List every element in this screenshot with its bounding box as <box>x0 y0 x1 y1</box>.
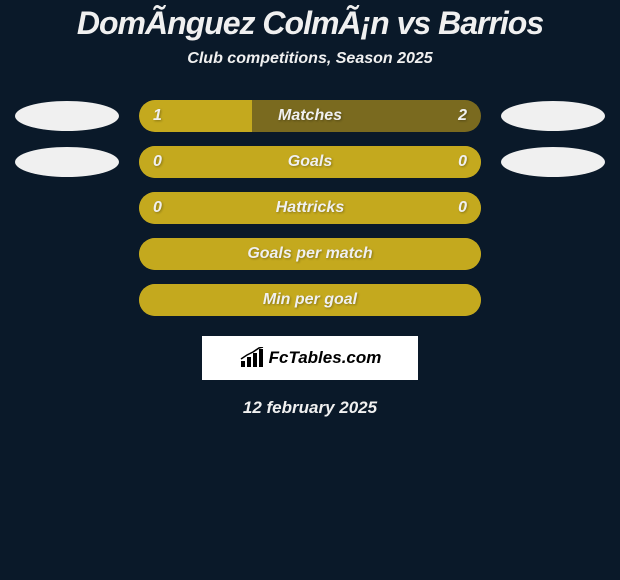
stat-value-right: 0 <box>458 153 467 171</box>
stat-bar: Min per goal <box>139 284 481 316</box>
stat-bar: Goals per match <box>139 238 481 270</box>
stat-label: Goals <box>139 153 481 171</box>
player-ellipse-right <box>501 147 605 177</box>
page-subtitle: Club competitions, Season 2025 <box>0 50 620 68</box>
stat-value-right: 0 <box>458 199 467 217</box>
player-ellipse-right <box>501 101 605 131</box>
stat-row: 0Hattricks0 <box>0 192 620 224</box>
badge-text: FcTables.com <box>269 348 382 368</box>
stat-row: 0Goals0 <box>0 146 620 178</box>
page-title: DomÃ­nguez ColmÃ¡n vs Barrios <box>0 5 620 42</box>
main-container: DomÃ­nguez ColmÃ¡n vs Barrios Club compe… <box>0 0 620 418</box>
stats-list: 1Matches20Goals00Hattricks0Goals per mat… <box>0 100 620 316</box>
source-badge: FcTables.com <box>202 336 418 380</box>
stat-bar: 0Hattricks0 <box>139 192 481 224</box>
stat-label: Hattricks <box>139 199 481 217</box>
stat-row: Goals per match <box>0 238 620 270</box>
date-label: 12 february 2025 <box>0 398 620 418</box>
stat-bar: 1Matches2 <box>139 100 481 132</box>
stat-label: Matches <box>139 107 481 125</box>
stat-bar: 0Goals0 <box>139 146 481 178</box>
stat-label: Min per goal <box>139 291 481 309</box>
stat-label: Goals per match <box>139 245 481 263</box>
chart-icon <box>239 347 265 369</box>
stat-row: Min per goal <box>0 284 620 316</box>
stat-row: 1Matches2 <box>0 100 620 132</box>
stat-value-right: 2 <box>458 107 467 125</box>
player-ellipse-left <box>15 147 119 177</box>
player-ellipse-left <box>15 101 119 131</box>
